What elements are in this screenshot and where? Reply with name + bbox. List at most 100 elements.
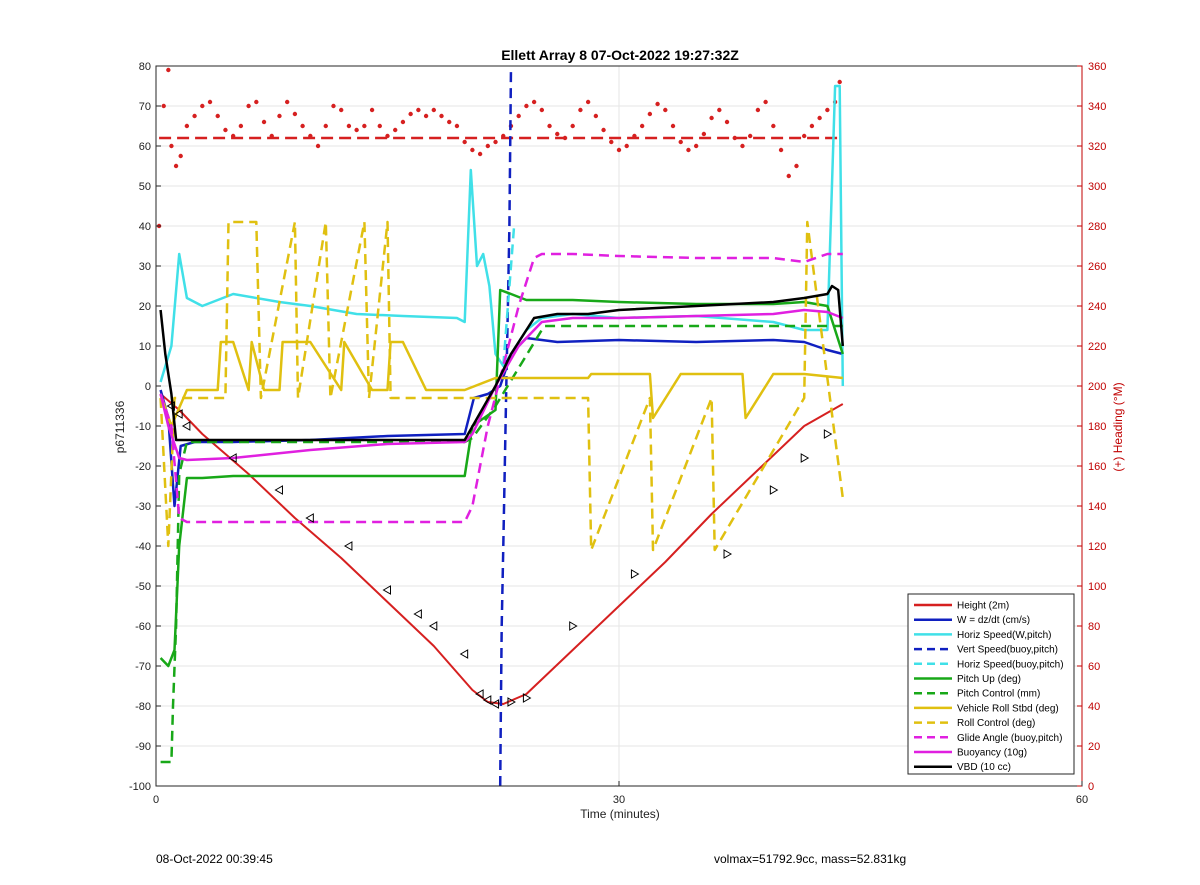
heading-point xyxy=(778,147,784,153)
heading-point xyxy=(331,103,336,109)
profile-marker xyxy=(459,649,469,659)
x-tick-label: 0 xyxy=(153,794,159,806)
heading-point xyxy=(802,133,807,139)
heading-point xyxy=(254,99,259,105)
y-right-tick-label: 140 xyxy=(1088,501,1106,513)
heading-point xyxy=(315,143,321,149)
heading-point xyxy=(794,163,799,169)
heading-point xyxy=(462,139,467,145)
legend-label: Roll Control (deg) xyxy=(957,718,1035,729)
heading-point xyxy=(601,127,606,133)
heading-point xyxy=(369,107,375,113)
heading-point xyxy=(578,107,583,113)
legend-label: Vert Speed(buoy,pitch) xyxy=(957,645,1058,656)
y-tick-label: -90 xyxy=(135,741,151,753)
heading-point xyxy=(393,127,398,133)
profile-marker xyxy=(305,513,314,523)
y-right-tick-label: 20 xyxy=(1088,741,1100,753)
y-axis-right-label: (+) Heading (°M) xyxy=(1111,382,1125,471)
legend-label: Horiz Speed(buoy,pitch) xyxy=(957,659,1064,670)
legend-label: Horiz Speed(W,pitch) xyxy=(957,630,1051,641)
profile-marker xyxy=(181,421,191,431)
series-line-4 xyxy=(502,225,516,367)
legend-label: Pitch Control (mm) xyxy=(957,689,1040,700)
y-right-tick-label: 260 xyxy=(1088,261,1106,273)
y-tick-label: 10 xyxy=(139,341,151,353)
heading-point xyxy=(300,123,305,129)
y-tick-label: 30 xyxy=(139,261,151,273)
profile-marker xyxy=(569,621,578,631)
heading-point xyxy=(416,107,421,113)
heading-point xyxy=(277,113,282,119)
profile-marker xyxy=(823,429,833,439)
heading-point xyxy=(246,103,251,109)
profile-marker xyxy=(428,621,438,631)
footer-timestamp: 08-Oct-2022 00:39:45 xyxy=(156,852,273,866)
heading-point xyxy=(747,133,753,139)
y-tick-label: -50 xyxy=(135,581,151,593)
series-line-11 xyxy=(159,284,845,442)
heading-point xyxy=(178,153,183,159)
heading-point xyxy=(207,99,213,105)
heading-point xyxy=(639,123,645,129)
heading-point xyxy=(308,133,313,139)
footer-volmax-mass: volmax=51792.9cc, mass=52.831kg xyxy=(714,852,907,866)
legend-label: Height (2m) xyxy=(957,601,1009,612)
y-tick-label: -70 xyxy=(135,661,151,673)
profile-marker xyxy=(274,485,283,495)
heading-point xyxy=(284,99,290,105)
heading-point xyxy=(609,139,614,145)
y-right-tick-label: 100 xyxy=(1088,581,1106,593)
heading-point xyxy=(238,123,244,129)
heading-point xyxy=(771,123,776,129)
y-right-tick-label: 300 xyxy=(1088,181,1106,193)
y-tick-label: 40 xyxy=(139,221,151,233)
heading-point xyxy=(223,127,228,133)
heading-point xyxy=(385,133,390,139)
profile-marker xyxy=(507,697,516,707)
y-tick-label: 70 xyxy=(139,101,151,113)
profile-marker xyxy=(228,453,237,463)
legend-label: W = dz/dt (cm/s) xyxy=(957,615,1030,626)
y-right-tick-label: 120 xyxy=(1088,541,1106,553)
heading-point xyxy=(431,107,436,113)
series-line-3 xyxy=(498,65,513,787)
y-right-tick-label: 40 xyxy=(1088,701,1100,713)
heading-point xyxy=(261,119,267,125)
heading-point xyxy=(539,107,545,113)
heading-point xyxy=(655,101,660,107)
legend-box xyxy=(907,593,1075,775)
x-tick-label: 60 xyxy=(1076,794,1088,806)
heading-point xyxy=(693,143,699,149)
y-right-tick-label: 180 xyxy=(1088,421,1106,433)
heading-point xyxy=(786,173,791,179)
y-tick-label: 50 xyxy=(139,181,151,193)
y-right-tick-label: 60 xyxy=(1088,661,1100,673)
heading-point xyxy=(447,119,452,125)
heading-point xyxy=(339,107,344,113)
legend-label: Pitch Up (deg) xyxy=(957,674,1021,685)
axes: 80706050403020100-10-20-30-40-50-60-70-8… xyxy=(129,61,1106,806)
heading-point xyxy=(166,67,171,73)
series-line-8 xyxy=(159,220,845,552)
y-tick-label: 20 xyxy=(139,301,151,313)
heading-point xyxy=(439,113,444,119)
heading-point xyxy=(732,135,737,141)
heading-point xyxy=(701,131,707,137)
y-right-tick-label: 280 xyxy=(1088,221,1106,233)
profile-marker xyxy=(475,689,484,699)
heading-point xyxy=(616,147,622,153)
heading-point xyxy=(837,79,842,85)
profile-marker xyxy=(382,585,391,595)
heading-point xyxy=(485,143,491,149)
heading-point xyxy=(755,107,761,113)
heading-point xyxy=(169,143,174,149)
y-tick-label: -10 xyxy=(135,421,151,433)
x-axis-label: Time (minutes) xyxy=(580,807,660,821)
heading-point xyxy=(346,123,352,129)
heading-point xyxy=(763,99,768,105)
profile-marker xyxy=(522,693,532,703)
y-tick-label: -100 xyxy=(129,781,151,793)
legend: Height (2m) W = dz/dt (cm/s) Horiz Speed(W… xyxy=(907,593,1075,775)
legend-label: Buoyancy (10g) xyxy=(957,748,1027,759)
